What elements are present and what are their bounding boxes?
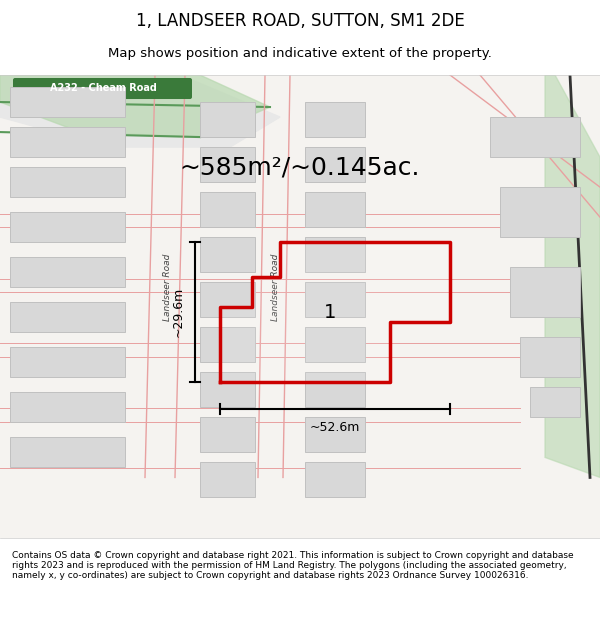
Text: ~52.6m: ~52.6m bbox=[310, 421, 360, 434]
Bar bbox=[10, 348, 125, 378]
Bar bbox=[490, 117, 580, 157]
Text: ~585m²/~0.145ac.: ~585m²/~0.145ac. bbox=[180, 155, 420, 179]
Text: Map shows position and indicative extent of the property.: Map shows position and indicative extent… bbox=[108, 48, 492, 61]
Bar bbox=[200, 282, 255, 318]
Bar bbox=[10, 212, 125, 242]
Bar bbox=[200, 418, 255, 452]
Bar bbox=[10, 438, 125, 468]
Bar bbox=[305, 147, 365, 182]
Text: ~29.6m: ~29.6m bbox=[172, 287, 185, 338]
Text: Landseer Road: Landseer Road bbox=[271, 254, 280, 321]
Bar bbox=[510, 268, 580, 318]
Text: Landseer Road: Landseer Road bbox=[163, 254, 173, 321]
Text: A232 - Cheam Road: A232 - Cheam Road bbox=[50, 83, 157, 93]
Bar bbox=[10, 87, 125, 117]
Bar bbox=[305, 372, 365, 408]
Bar bbox=[500, 187, 580, 237]
Bar bbox=[305, 192, 365, 227]
Bar bbox=[200, 237, 255, 272]
Bar bbox=[520, 338, 580, 377]
Bar bbox=[200, 102, 255, 137]
Bar bbox=[200, 192, 255, 227]
Bar bbox=[200, 328, 255, 362]
Bar bbox=[10, 127, 125, 157]
Polygon shape bbox=[0, 75, 270, 137]
Polygon shape bbox=[0, 75, 280, 147]
Bar bbox=[530, 388, 580, 418]
Text: 1: 1 bbox=[324, 302, 336, 322]
Bar bbox=[305, 418, 365, 452]
FancyBboxPatch shape bbox=[13, 78, 192, 99]
Bar bbox=[10, 302, 125, 332]
Bar bbox=[305, 328, 365, 362]
Bar bbox=[200, 147, 255, 182]
Polygon shape bbox=[220, 242, 450, 382]
Bar bbox=[10, 392, 125, 422]
Bar bbox=[10, 167, 125, 197]
Bar bbox=[10, 258, 125, 288]
Text: 1, LANDSEER ROAD, SUTTON, SM1 2DE: 1, LANDSEER ROAD, SUTTON, SM1 2DE bbox=[136, 12, 464, 30]
Bar bbox=[305, 102, 365, 137]
Text: Contains OS data © Crown copyright and database right 2021. This information is : Contains OS data © Crown copyright and d… bbox=[12, 551, 574, 581]
Polygon shape bbox=[545, 75, 600, 478]
Bar bbox=[305, 462, 365, 498]
Bar bbox=[305, 282, 365, 318]
Bar bbox=[200, 372, 255, 408]
Bar bbox=[305, 237, 365, 272]
Bar bbox=[200, 462, 255, 498]
